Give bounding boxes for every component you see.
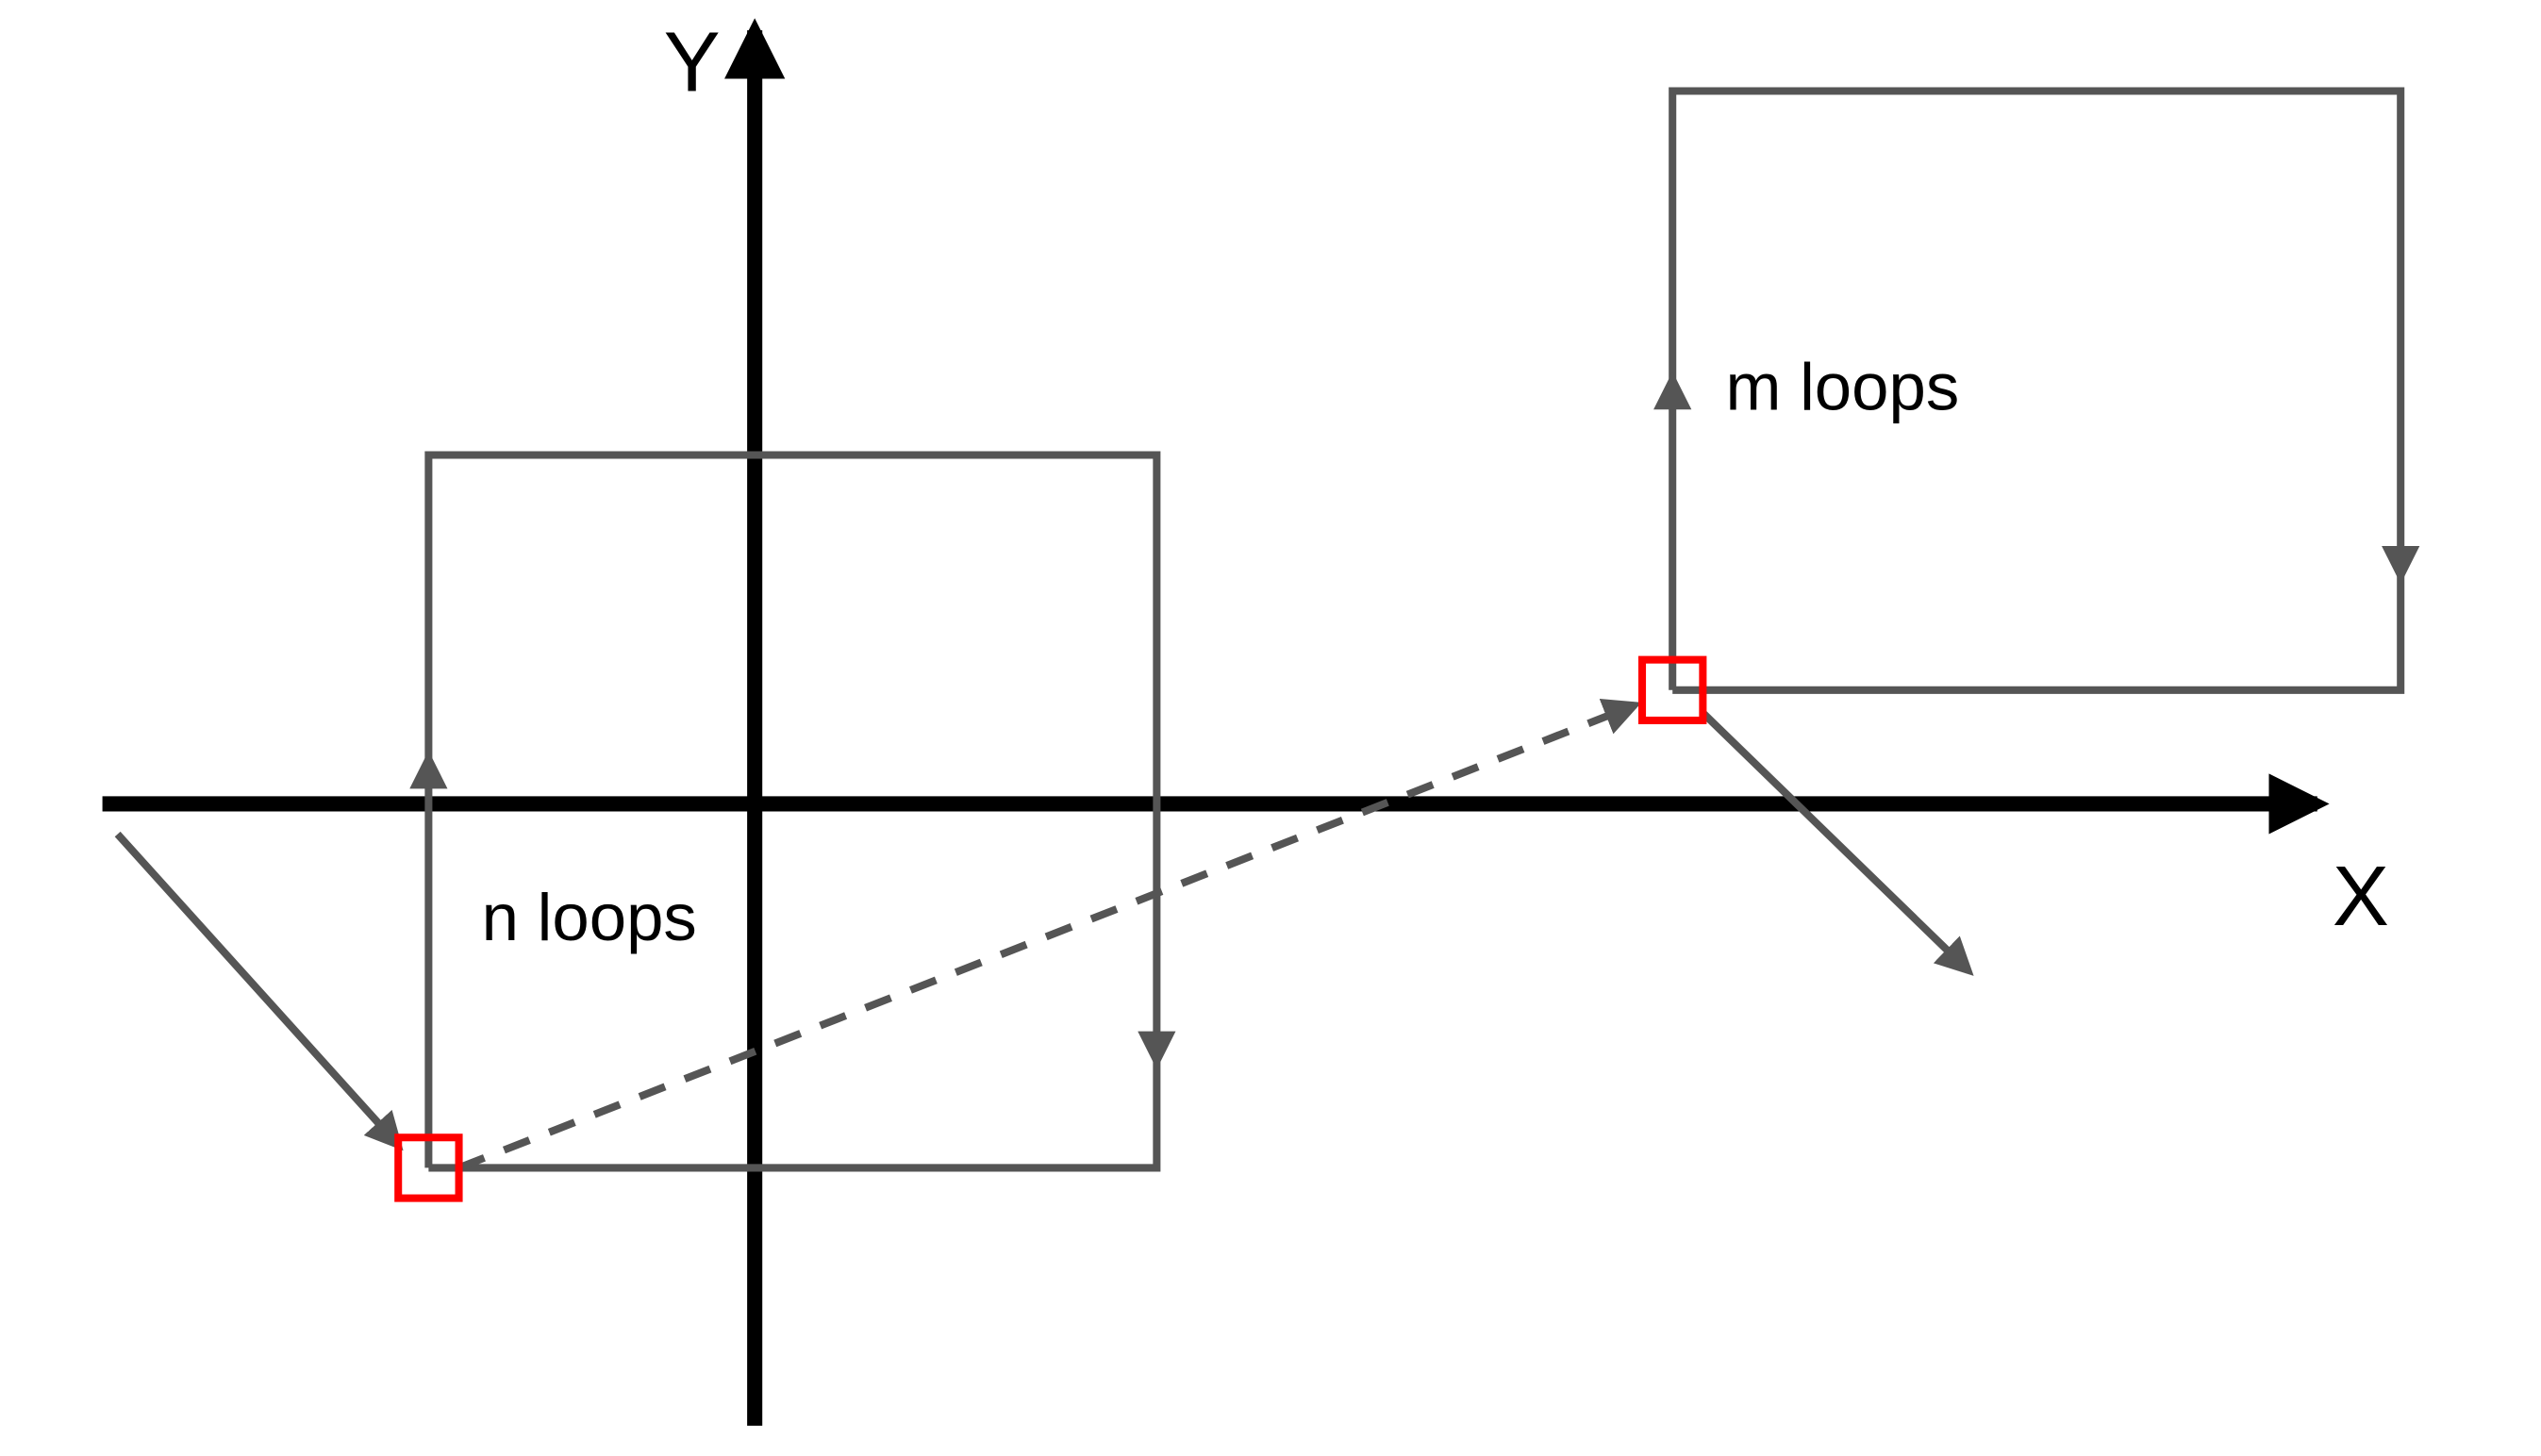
y-axis-label: Y xyxy=(664,15,721,110)
exit-arrow xyxy=(1702,713,1968,970)
entry-arrow xyxy=(118,835,399,1146)
x-axis-label: X xyxy=(2333,849,2389,944)
loop-n-label: n loops xyxy=(482,880,697,954)
loop-m-label: m loops xyxy=(1726,349,1960,423)
coordinate-loop-diagram: X Y n loops m loops xyxy=(0,0,2541,1456)
